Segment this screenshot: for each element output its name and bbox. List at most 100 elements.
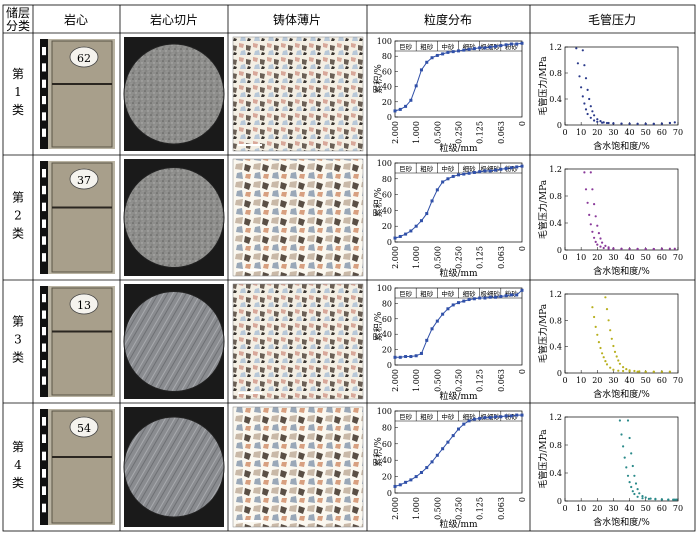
scale-tick xyxy=(42,434,46,443)
data-point xyxy=(414,475,418,479)
x-tick-label: 20 xyxy=(592,128,602,137)
core-photo: 13 xyxy=(40,286,115,397)
pressure-point xyxy=(599,346,602,350)
slice-disc xyxy=(123,167,225,268)
data-point xyxy=(430,460,434,464)
pressure-point xyxy=(620,433,623,436)
x-tick-label: 10 xyxy=(576,253,586,262)
size-band-label: 巨砂 xyxy=(399,42,413,51)
pressure-point xyxy=(668,247,672,250)
grain-size-chart: 巨砂粗砂中砂细砂极细砂粉砂0204060801002.0001.0000.500… xyxy=(372,159,527,279)
data-point xyxy=(499,167,503,171)
pressure-point xyxy=(583,171,586,174)
data-point xyxy=(515,413,519,417)
data-point xyxy=(393,484,397,488)
plot-frame xyxy=(394,287,523,366)
x-tick-label: 40 xyxy=(624,504,634,513)
data-point xyxy=(494,168,498,172)
x-tick-label: 10 xyxy=(576,376,586,385)
pressure-point xyxy=(581,49,584,52)
pressure-point xyxy=(578,75,581,78)
pressure-point xyxy=(626,419,630,422)
y-tick-label: 0 xyxy=(387,361,392,370)
pressure-point xyxy=(593,236,596,239)
y-tick-label: 100 xyxy=(377,159,392,168)
pressure-point xyxy=(636,247,639,250)
pressure-point xyxy=(594,240,597,243)
size-band-label: 中砂 xyxy=(441,412,455,421)
data-point xyxy=(393,109,397,113)
pressure-point xyxy=(591,306,594,309)
pressure-point xyxy=(599,120,602,123)
y-tick-label: 20 xyxy=(382,346,392,355)
class-row-3: 第3类13巨砂粗砂中砂细砂极细砂粉砂0204060801002.0001.000… xyxy=(12,283,683,402)
data-point xyxy=(441,52,445,56)
x-axis-label: 粒级/mm xyxy=(439,390,478,402)
pressure-point xyxy=(586,201,589,204)
x-tick-label: 20 xyxy=(592,376,602,385)
data-point xyxy=(483,169,487,173)
x-axis-label: 粒级/mm xyxy=(439,267,478,279)
x-tick-label: 0.250 xyxy=(455,369,464,392)
pressure-point xyxy=(633,369,636,373)
scale-tick xyxy=(42,469,46,478)
pressure-point xyxy=(612,368,615,371)
y-tick-label: 0 xyxy=(387,113,392,122)
data-point xyxy=(472,417,476,421)
class-label-char: 第 xyxy=(12,67,24,81)
x-tick-label: 0.500 xyxy=(433,369,442,392)
data-point xyxy=(441,312,445,316)
data-point xyxy=(515,293,519,297)
data-point xyxy=(467,419,471,423)
pressure-point xyxy=(575,47,578,50)
pressure-point xyxy=(596,118,599,121)
class-row-4: 第4类54巨砂粗砂中砂细砂极细砂粉砂0204060801002.0001.000… xyxy=(12,406,683,530)
pressure-point xyxy=(593,203,596,206)
class-label-char: 类 xyxy=(12,351,24,365)
capillary-pressure-chart: 0 0.4 0.8 1.2 0 10 20 30 40 50 60 70 毛管压力/MPa 含水饱和度/% xyxy=(537,413,683,528)
pressure-point xyxy=(605,121,609,125)
x-tick-label: 50 xyxy=(641,253,651,262)
class-row-1: 第1类62巨砂粗砂中砂细砂极细砂粉砂0204060801002.0001.000… xyxy=(12,36,683,154)
class-label-char: 2 xyxy=(14,209,22,223)
class-label: 第 1 类 xyxy=(12,67,24,117)
pressure-point xyxy=(612,344,615,348)
x-tick-label: 2.000 xyxy=(391,246,400,269)
scale-tick xyxy=(42,169,46,178)
data-point xyxy=(393,355,397,359)
data-point xyxy=(472,47,476,51)
x-tick-label: 0 xyxy=(518,246,527,251)
plot-frame xyxy=(564,416,679,502)
x-tick-label: 0.125 xyxy=(476,497,485,520)
pressure-point xyxy=(591,188,594,191)
x-tick-label: 2.000 xyxy=(391,497,400,520)
scale-tick xyxy=(42,327,46,336)
data-point xyxy=(520,413,524,417)
sample-tag xyxy=(69,168,99,190)
plot-frame xyxy=(564,46,679,126)
y-tick-label: 60 xyxy=(382,191,392,200)
scale-tick xyxy=(42,202,46,212)
data-point xyxy=(494,415,498,419)
pressure-point xyxy=(636,122,639,126)
data-point xyxy=(425,60,429,64)
data-point xyxy=(451,174,455,178)
data-point xyxy=(419,68,423,72)
pressure-point xyxy=(613,350,617,353)
data-point xyxy=(414,224,418,228)
pressure-point xyxy=(641,497,644,500)
scale-tick xyxy=(42,96,46,105)
x-axis-label: 含水饱和度/% xyxy=(593,388,650,400)
plot-frame xyxy=(394,40,523,118)
pressure-point xyxy=(620,247,623,250)
x-tick-label: 50 xyxy=(641,376,651,385)
plot-frame xyxy=(564,168,679,251)
y-tick-label: 40 xyxy=(382,83,392,92)
pressure-point xyxy=(667,498,670,501)
slice-disc xyxy=(123,416,225,518)
data-point xyxy=(499,294,503,298)
data-point xyxy=(425,338,429,342)
data-point xyxy=(441,447,445,451)
pressure-point xyxy=(652,247,655,251)
pressure-point xyxy=(620,122,623,125)
